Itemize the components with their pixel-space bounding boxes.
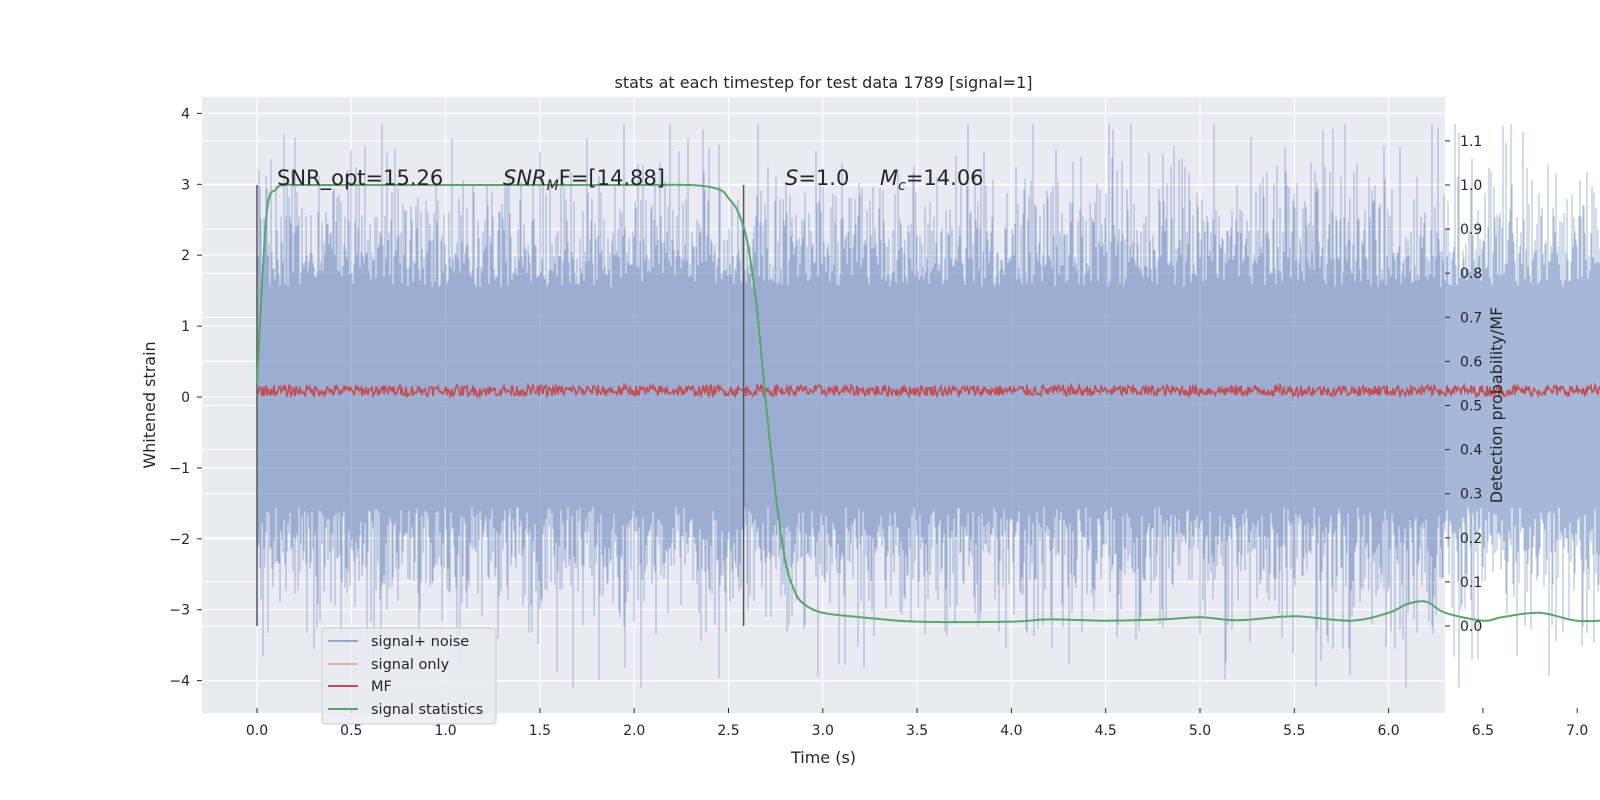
y2-tick-label: 0.1 <box>1460 575 1482 591</box>
y2-tick-label: 0.9 <box>1460 222 1482 238</box>
y2-tick-label: 0.7 <box>1460 310 1482 326</box>
x-tick-label: 6.5 <box>1472 723 1494 739</box>
mf-trace <box>256 382 1600 400</box>
legend: signal+ noise signal only MF signal stat… <box>321 627 497 725</box>
y2-tick-label: 0.5 <box>1460 399 1482 415</box>
legend-label-mf: MF <box>371 679 392 695</box>
x-tick-label: 0.0 <box>246 723 268 739</box>
y-tick-label: 4 <box>181 106 190 122</box>
y-tick-label: −3 <box>169 603 190 619</box>
x-tick-label: 3.0 <box>812 723 834 739</box>
y-tick-label: −2 <box>169 532 190 548</box>
y2-axis-label: Detection probability/MF <box>1487 307 1506 504</box>
signal-statistics-line <box>256 183 1600 624</box>
y2-tick-label: 0.0 <box>1460 619 1482 635</box>
legend-label-signal-noise: signal+ noise <box>371 634 469 650</box>
annotation-snr-opt: SNR_opt=15.26 <box>277 166 443 191</box>
x-axis-label: Time (s) <box>790 748 856 767</box>
x-tick-label: 2.5 <box>717 723 739 739</box>
x-tick-label: 1.5 <box>529 723 551 739</box>
y2-tick-label: 0.6 <box>1460 354 1482 370</box>
tick-labels: 0.0 0.5 1.0 1.5 2.0 2.5 3.0 3.5 4.0 4.5 5.0 5.5 6.0 6… <box>169 106 1588 739</box>
y-tick-label: −4 <box>169 674 190 690</box>
annotation-snr-mf: SNRMF=[14.88] <box>503 166 665 194</box>
y-tick-label: 0 <box>181 390 190 406</box>
series-signal-statistics <box>256 183 1600 624</box>
legend-label-signal-statistics: signal statistics <box>371 702 483 718</box>
x-tick-label: 0.5 <box>340 723 362 739</box>
x-tick-label: 5.5 <box>1283 723 1305 739</box>
annotation-mc: Mc=14.06 <box>880 166 984 194</box>
marker-lines <box>256 185 745 626</box>
x-tick-label: 1.0 <box>434 723 456 739</box>
x-tick-label: 7.0 <box>1566 723 1588 739</box>
y2-tick-label: 0.4 <box>1460 443 1482 459</box>
x-tick-label: 5.0 <box>1189 723 1211 739</box>
y-tick-label: 2 <box>181 248 190 264</box>
x-tick-label: 2.0 <box>623 723 645 739</box>
y-axis-label: Whitened strain <box>140 341 159 468</box>
x-tick-label: 4.0 <box>1000 723 1022 739</box>
y-tick-label: 1 <box>181 319 190 335</box>
y-tick-label: −1 <box>169 461 190 477</box>
y2-tick-label: 1.1 <box>1460 134 1482 150</box>
y-tick-label: 3 <box>181 177 190 193</box>
y2-tick-label: 0.2 <box>1460 531 1482 547</box>
x-tick-label: 6.0 <box>1377 723 1399 739</box>
series-mf <box>256 382 1600 400</box>
y2-tick-label: 0.3 <box>1460 487 1482 503</box>
legend-frame <box>321 627 497 725</box>
legend-label-signal-only: signal only <box>371 657 450 673</box>
y2-tick-label: 1.0 <box>1460 178 1482 194</box>
chart-title: stats at each timestep for test data 178… <box>614 73 1032 92</box>
annotation-s: S=1.0 <box>785 166 849 190</box>
x-tick-label: 4.5 <box>1095 723 1117 739</box>
y2-tick-label: 0.8 <box>1460 266 1482 282</box>
x-tick-label: 3.5 <box>906 723 928 739</box>
